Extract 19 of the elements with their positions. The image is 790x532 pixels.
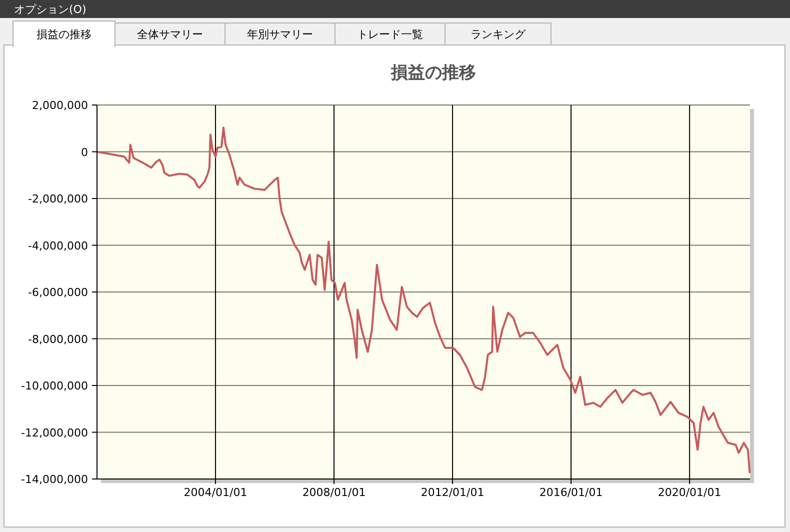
x-tick-label: 2008/01/01 — [302, 486, 366, 499]
y-tick-label: 0 — [81, 146, 88, 159]
y-tick-label: -14,000,000 — [21, 473, 88, 486]
y-tick-label: -4,000,000 — [28, 239, 88, 252]
y-tick-label: -12,000,000 — [21, 426, 88, 440]
text: オプション(O) — [14, 3, 86, 16]
y-tick-label: -6,000,000 — [28, 286, 88, 299]
y-tick-label: 2,000,000 — [32, 99, 88, 112]
x-tick-label: 2016/01/01 — [539, 486, 603, 499]
y-tick-label: -8,000,000 — [28, 332, 88, 346]
y-tick-label: -2,000,000 — [28, 192, 88, 206]
x-tick-label: 2012/01/01 — [420, 486, 484, 499]
x-tick-label: 2020/01/01 — [658, 486, 722, 499]
tab: ランキング — [444, 22, 552, 46]
line-series — [96, 126, 751, 474]
x-tick-label: 2004/01/01 — [184, 486, 248, 499]
chart-title: 損益の推移 — [390, 63, 476, 83]
y-tick-label: -10,000,000 — [21, 380, 88, 392]
tab: 損益の推移 — [12, 20, 116, 47]
